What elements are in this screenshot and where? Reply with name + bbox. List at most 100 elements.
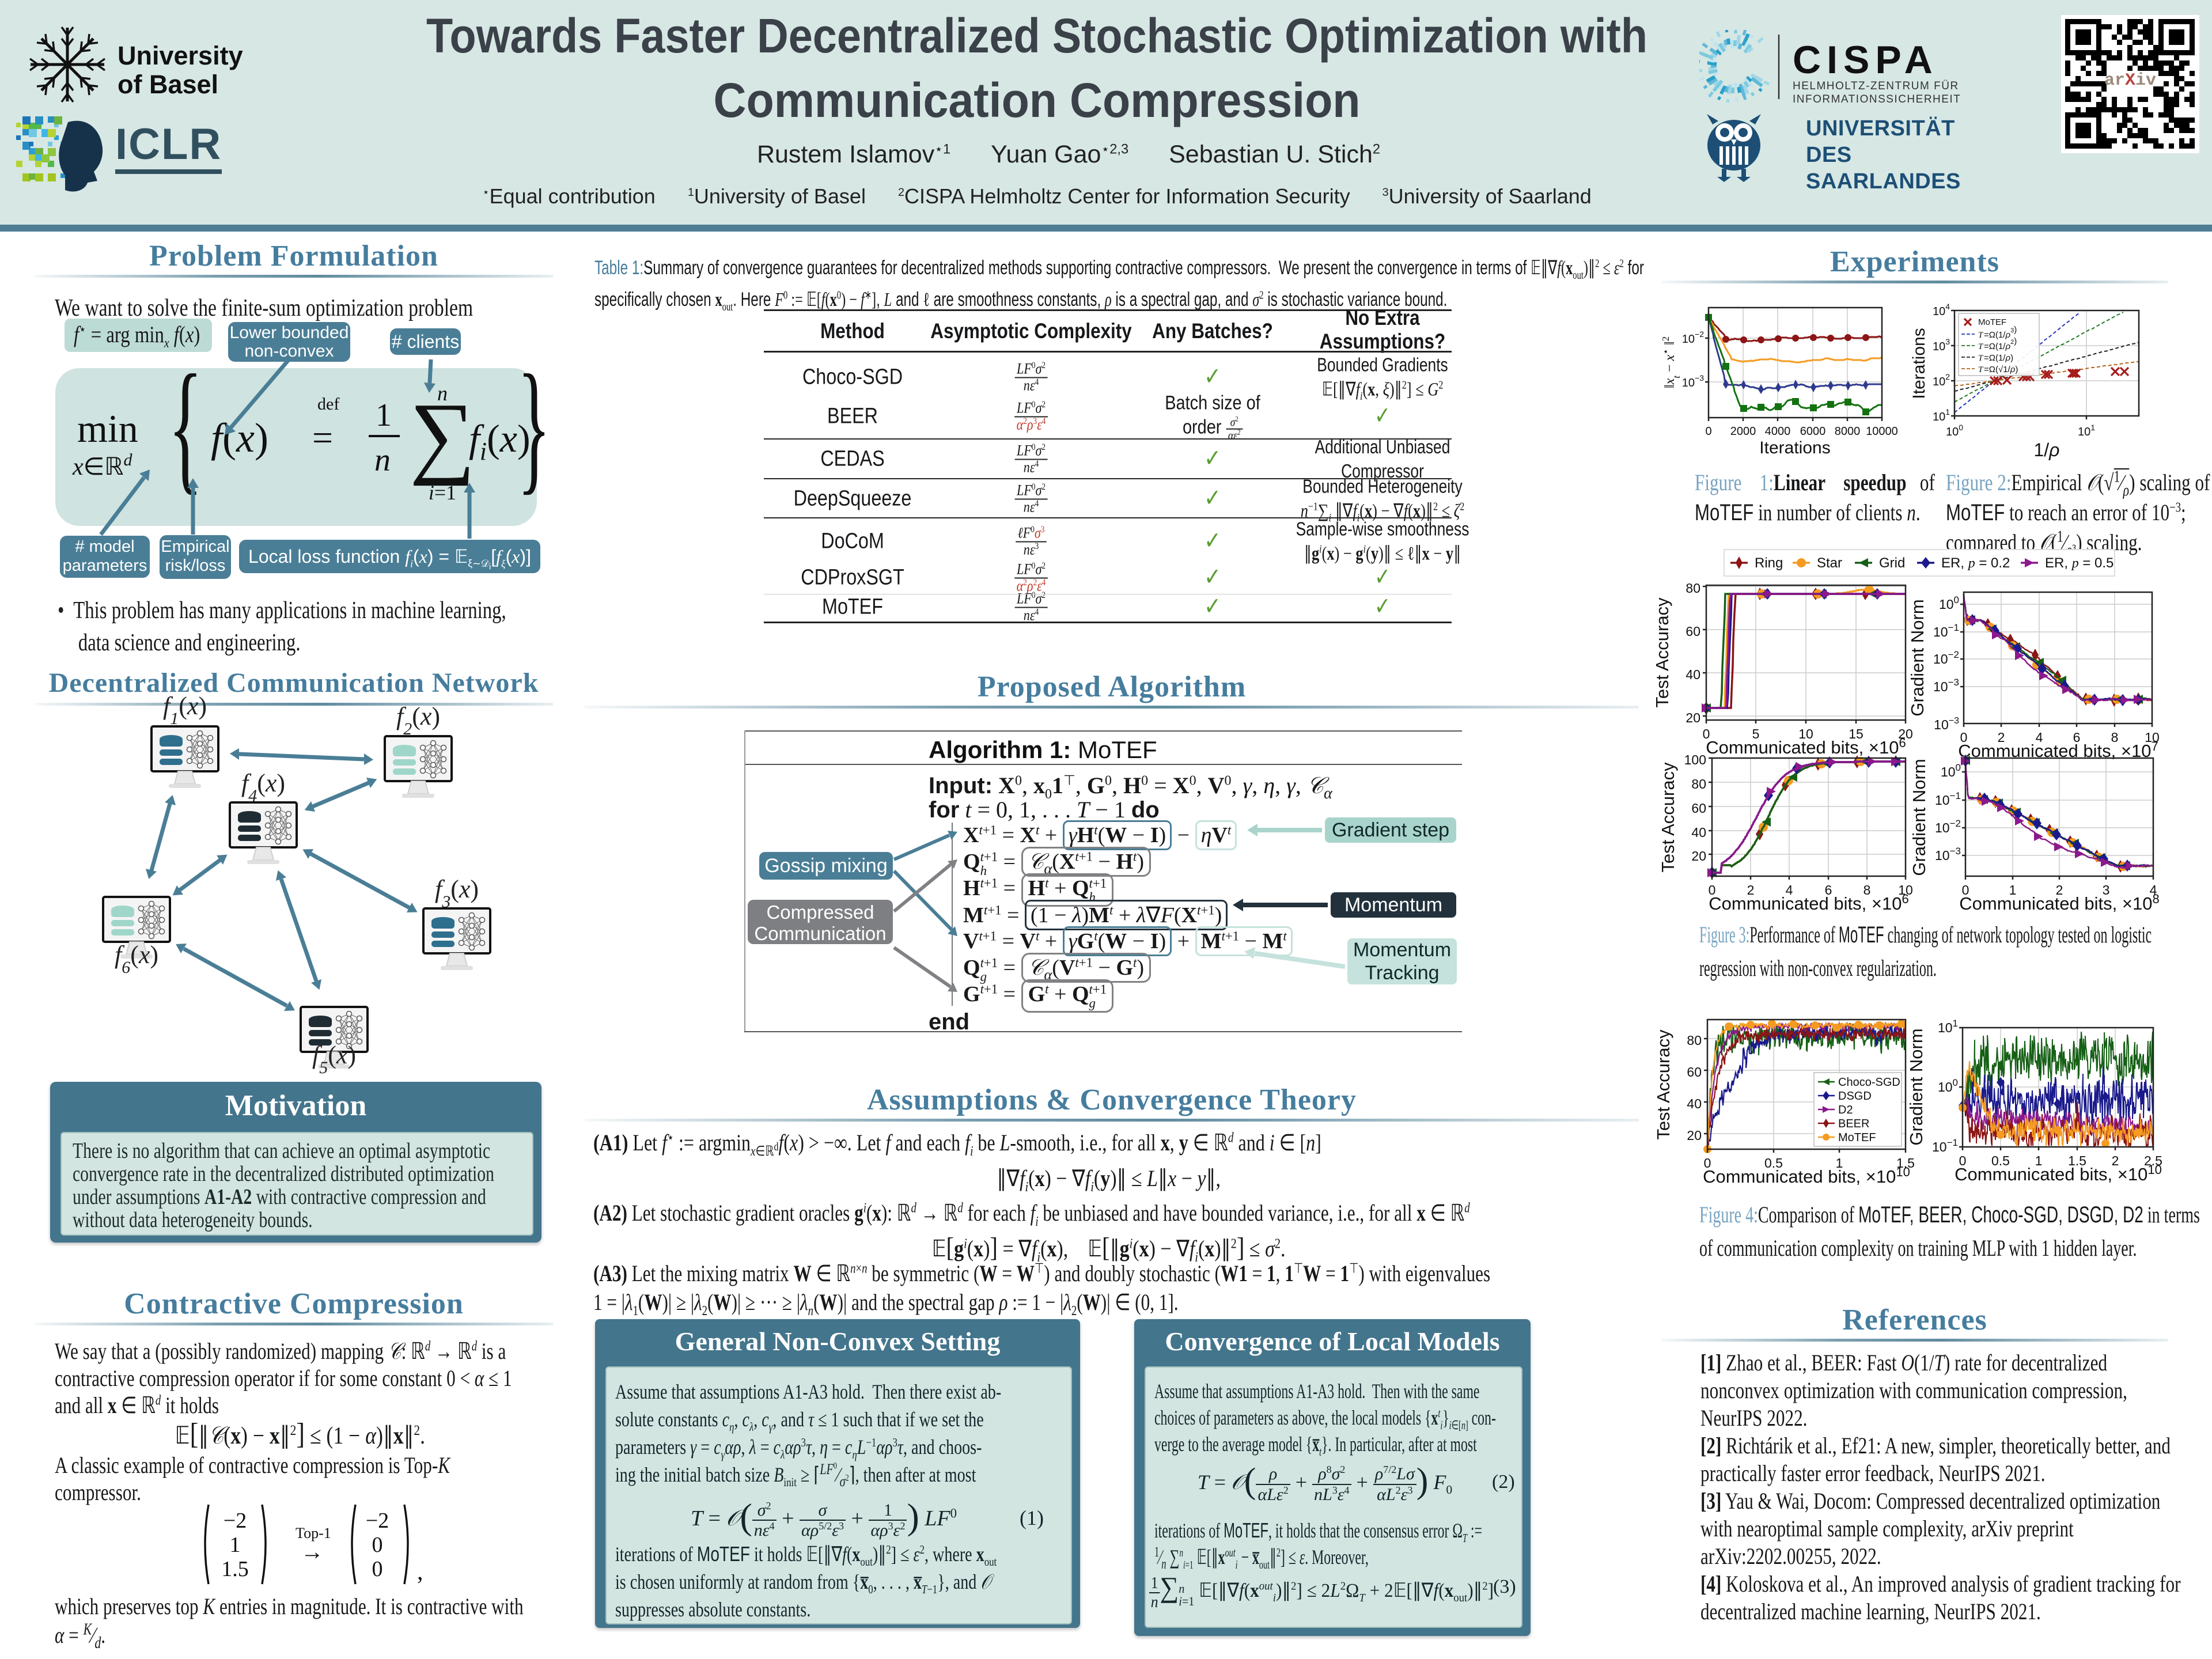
svg-text:40: 40 xyxy=(1687,1096,1702,1111)
svg-text:CISPA: CISPA xyxy=(1793,38,1938,82)
svg-text:1.5: 1.5 xyxy=(221,1557,249,1581)
svg-text:80: 80 xyxy=(1687,1033,1702,1048)
svg-text:Communicated bits, ×1010: Communicated bits, ×1010 xyxy=(1703,1165,1910,1187)
svg-text:0: 0 xyxy=(372,1557,383,1581)
svg-text:20: 20 xyxy=(1691,849,1706,863)
svg-text:DSGD: DSGD xyxy=(1838,1090,1872,1103)
svg-text:0: 0 xyxy=(1704,1156,1711,1171)
svg-text:40: 40 xyxy=(1685,667,1700,682)
svg-text:10−1: 10−1 xyxy=(1933,622,1959,639)
svg-text:BEER: BEER xyxy=(1838,1118,1869,1130)
svg-text:2.5: 2.5 xyxy=(2144,1153,2162,1168)
svg-text:1: 1 xyxy=(2009,882,2017,897)
svg-text:6000: 6000 xyxy=(1800,425,1826,438)
svg-text:2: 2 xyxy=(2056,882,2063,897)
svg-text:10−3: 10−3 xyxy=(1933,677,1959,694)
svg-text:6: 6 xyxy=(2073,730,2081,745)
svg-text:Iterations: Iterations xyxy=(1759,438,1830,457)
svg-text:2: 2 xyxy=(1998,730,2005,745)
svg-text:MoTEF: MoTEF xyxy=(1838,1131,1876,1144)
svg-text:Communicated bits, ×107: Communicated bits, ×107 xyxy=(1958,739,2158,761)
svg-text:3: 3 xyxy=(2103,882,2110,897)
svg-text:10: 10 xyxy=(2145,730,2160,745)
svg-text:10−2: 10−2 xyxy=(1933,649,1959,666)
svg-text:20: 20 xyxy=(1685,710,1700,725)
svg-text:101: 101 xyxy=(2078,423,2095,438)
svg-text:1.5: 1.5 xyxy=(2068,1153,2086,1168)
svg-text:15: 15 xyxy=(1849,726,1863,741)
svg-text:10−2: 10−2 xyxy=(1682,329,1704,346)
svg-text:8: 8 xyxy=(1863,882,1871,897)
svg-text:5: 5 xyxy=(1752,726,1760,741)
svg-text:6: 6 xyxy=(1825,882,1832,897)
svg-text:HELMHOLTZ-ZENTRUM FÜR: HELMHOLTZ-ZENTRUM FÜR xyxy=(1793,80,1959,92)
svg-text:0: 0 xyxy=(1962,882,1969,897)
svg-text:Test Accuracy: Test Accuracy xyxy=(1652,597,1672,708)
svg-text:n: n xyxy=(437,382,448,405)
svg-text:Star: Star xyxy=(1817,555,1842,571)
svg-text:4: 4 xyxy=(1786,882,1793,897)
svg-text:0: 0 xyxy=(1705,425,1711,438)
svg-text:80: 80 xyxy=(1691,777,1706,791)
svg-text:10−3: 10−3 xyxy=(1935,846,1961,863)
svg-text:f6(x): f6(x) xyxy=(115,941,158,977)
svg-text:101: 101 xyxy=(1933,407,1950,423)
svg-text:T: T xyxy=(1978,365,1984,374)
svg-text:fi(x): fi(x) xyxy=(469,416,531,465)
svg-text:0: 0 xyxy=(1709,882,1716,897)
svg-text:103: 103 xyxy=(1933,337,1950,353)
svg-text:1: 1 xyxy=(230,1533,241,1557)
svg-text:1.5: 1.5 xyxy=(1896,1156,1915,1171)
svg-text:Communicated bits, ×106: Communicated bits, ×106 xyxy=(1706,736,1906,757)
svg-text:{: { xyxy=(168,368,203,507)
svg-text:∑: ∑ xyxy=(410,384,475,486)
svg-text:4000: 4000 xyxy=(1765,425,1791,438)
svg-text:100: 100 xyxy=(1941,762,1961,779)
svg-text:ER, p = 0.5: ER, p = 0.5 xyxy=(2045,555,2113,571)
svg-text:0: 0 xyxy=(372,1533,383,1557)
svg-text:1: 1 xyxy=(1836,1156,1843,1171)
svg-text:20: 20 xyxy=(1687,1128,1702,1143)
svg-text:f(x): f(x) xyxy=(211,415,268,461)
svg-text:60: 60 xyxy=(1687,1065,1702,1080)
svg-text:Iterations: Iterations xyxy=(1910,328,1929,399)
svg-text:=Ω(1/ρ): =Ω(1/ρ) xyxy=(1984,353,2013,363)
svg-text:T: T xyxy=(1978,354,1984,363)
svg-text:60: 60 xyxy=(1685,624,1700,639)
svg-text:8000: 8000 xyxy=(1835,425,1861,438)
svg-text:INFORMATIONSSICHERHEIT: INFORMATIONSSICHERHEIT xyxy=(1793,93,1961,105)
svg-text:T: T xyxy=(1978,342,1984,351)
svg-text:Test Accuracy: Test Accuracy xyxy=(1658,762,1678,873)
svg-text:0.5: 0.5 xyxy=(1764,1156,1783,1171)
svg-text:0.5: 0.5 xyxy=(1991,1153,2010,1168)
svg-text:1: 1 xyxy=(2035,1153,2043,1168)
svg-text:=Ω(√1/ρ): =Ω(√1/ρ) xyxy=(1984,365,2018,374)
svg-text:Gradient Norm: Gradient Norm xyxy=(1906,1028,1926,1145)
svg-text:10000: 10000 xyxy=(1866,425,1898,438)
svg-text:1/ρ: 1/ρ xyxy=(2033,440,2059,460)
svg-text:100: 100 xyxy=(1946,423,1963,438)
svg-text:MoTEF: MoTEF xyxy=(1978,317,2006,327)
svg-text:1: 1 xyxy=(376,397,392,433)
svg-text:def: def xyxy=(317,395,339,414)
svg-text:10−3: 10−3 xyxy=(1682,373,1704,389)
svg-text:102: 102 xyxy=(1933,372,1950,388)
svg-text:4: 4 xyxy=(2036,730,2043,745)
svg-text:10−2: 10−2 xyxy=(1935,818,1961,835)
svg-text:x∈ℝd: x∈ℝd xyxy=(72,450,133,480)
svg-text:‖xt − x⋆ ‖2: ‖xt − x⋆ ‖2 xyxy=(1660,336,1682,388)
svg-text:0: 0 xyxy=(1959,1153,1967,1168)
svg-text:10−1: 10−1 xyxy=(1935,790,1961,808)
svg-text:arXiv: arXiv xyxy=(2104,71,2156,90)
svg-text:Communicated bits, ×1010: Communicated bits, ×1010 xyxy=(1955,1162,2162,1184)
svg-text:T: T xyxy=(1978,331,1984,340)
svg-text:80: 80 xyxy=(1685,581,1700,596)
svg-text:20: 20 xyxy=(1898,726,1913,741)
svg-text:40: 40 xyxy=(1691,825,1706,840)
svg-text:Choco-SGD: Choco-SGD xyxy=(1838,1076,1900,1089)
svg-text:Gradient Norm: Gradient Norm xyxy=(1909,759,1929,876)
svg-text:2: 2 xyxy=(2112,1153,2119,1168)
svg-text:100: 100 xyxy=(1938,1077,1958,1094)
svg-text:10−3: 10−3 xyxy=(1934,716,1959,732)
svg-text:Communicated bits, ×106: Communicated bits, ×106 xyxy=(1709,892,1908,914)
